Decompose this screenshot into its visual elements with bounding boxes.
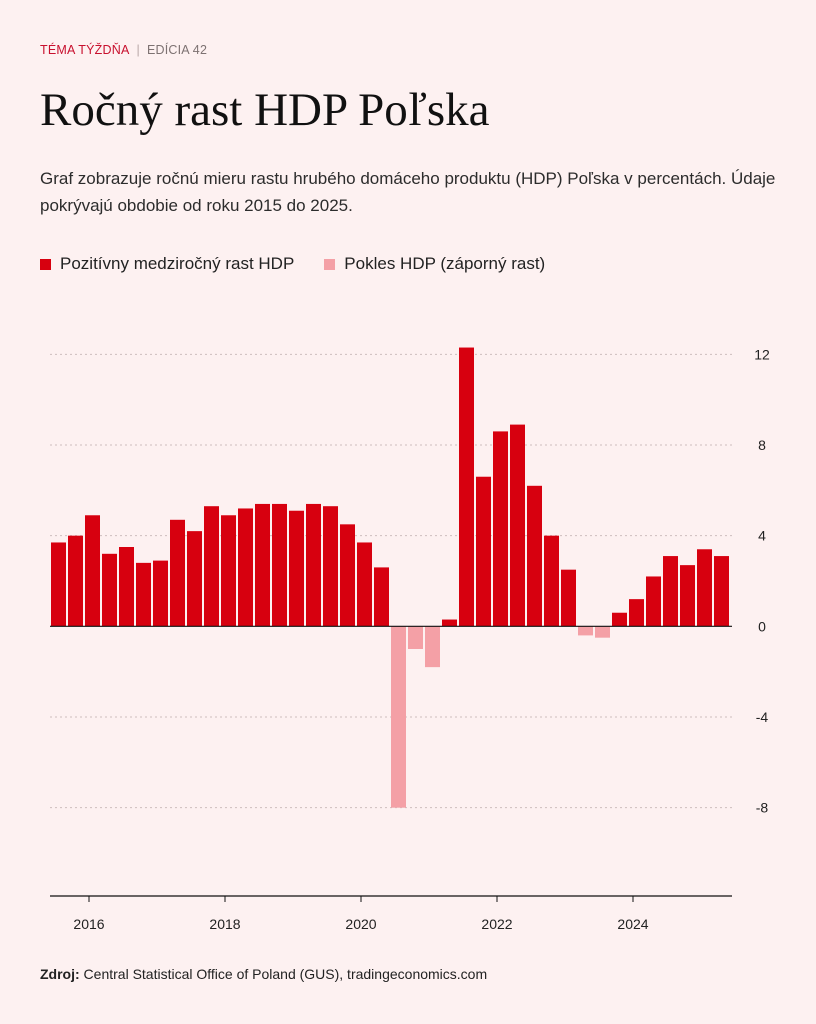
x-tick-label: 2022 [481,916,512,932]
bar-positive [170,519,185,627]
bar-positive [238,508,253,627]
bar-positive [544,535,559,627]
bar-positive [646,576,661,627]
y-tick-label: 12 [754,346,770,362]
bar-positive [629,599,644,627]
y-tick-label: -4 [756,709,769,725]
x-tick-label: 2016 [73,916,104,932]
x-tick-label: 2020 [345,916,376,932]
legend-label-positive: Pozitívny medziročný rast HDP [60,254,295,273]
x-tick-label: 2018 [209,916,240,932]
x-tick-label: 2024 [617,916,648,932]
edition-label: EDÍCIA 42 [146,43,208,57]
bar-positive [51,542,66,627]
bar-positive [663,556,678,627]
y-tick-label: -8 [756,800,769,816]
bar-negative [391,626,406,808]
bar-positive [612,612,627,627]
bar-positive [153,560,168,627]
bar-positive [527,485,542,627]
bar-negative [425,626,440,668]
bar-negative [578,626,593,636]
bar-negative [408,626,423,649]
kicker-separator: | [136,43,140,57]
bar-positive [697,549,712,627]
source-label: Zdroj: [40,966,80,982]
chart-legend: Pozitívny medziročný rast HDP Pokles HDP… [40,254,575,274]
bar-positive [289,510,304,627]
bar-positive [187,531,202,627]
bar-positive [714,556,729,627]
y-tick-label: 4 [758,528,766,544]
bar-positive [340,524,355,627]
bar-positive [374,567,389,627]
bar-positive [204,506,219,627]
bar-positive [442,619,457,627]
bar-positive [357,542,372,627]
kicker: TÉMA TÝŽDŇA | EDÍCIA 42 [40,43,207,57]
bar-positive [272,503,287,627]
legend-label-negative: Pokles HDP (záporný rast) [344,254,546,273]
bar-positive [323,506,338,627]
legend-item-negative: Pokles HDP (záporný rast) [324,254,545,274]
bar-positive [680,565,695,627]
bar-positive [85,515,100,627]
bar-negative [595,626,610,638]
source-text: Central Statistical Office of Poland (GU… [83,966,488,982]
section-tag: TÉMA TÝŽDŇA [40,43,130,57]
bar-positive [102,553,117,627]
page-title: Ročný rast HDP Poľska [40,84,490,136]
bar-positive [493,431,508,627]
y-tick-label: 0 [758,618,766,634]
legend-swatch-positive [40,258,51,270]
bar-positive [255,503,270,627]
bar-positive [476,476,491,627]
source-note: Zdroj: Central Statistical Office of Pol… [40,966,487,982]
bar-positive [119,547,134,627]
gdp-growth-chart: 12 8 4 0 -4 -8 2016 2018 2020 2022 2024 [50,346,770,932]
bar-positive [561,569,576,627]
bar-positive [459,347,474,627]
bar-positive [68,535,83,627]
bar-positive [221,515,236,627]
legend-item-positive: Pozitívny medziročný rast HDP [40,254,294,274]
legend-swatch-negative [324,258,336,270]
chart-description: Graf zobrazuje ročnú mieru rastu hrubého… [40,169,776,215]
y-tick-label: 8 [758,437,766,453]
bar-positive [510,424,525,627]
bar-positive [136,562,151,627]
bar-positive [306,503,321,627]
